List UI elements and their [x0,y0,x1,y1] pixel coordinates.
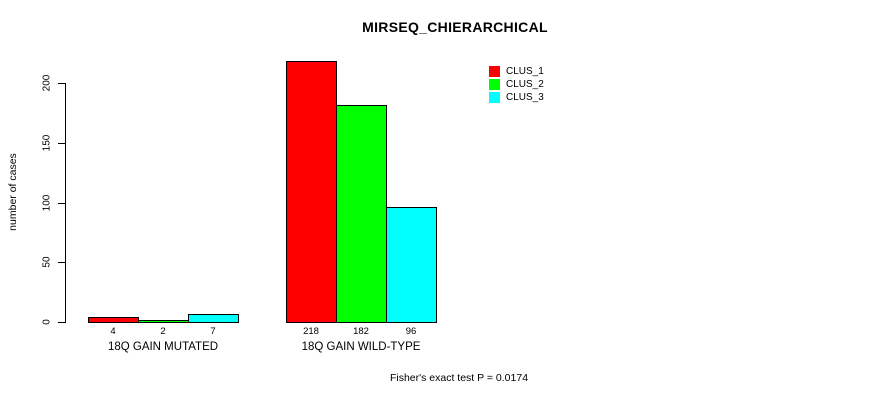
bar-clus_2-2 [336,105,387,323]
chart-title: MIRSEQ_CHIERARCHICAL [362,19,548,35]
bar-value-label: 7 [210,326,216,337]
bar-clus_1-1 [88,317,139,323]
y-tick-label: 50 [41,256,53,268]
y-axis-line [65,83,66,323]
legend-item-clus_3: CLUS_3 [489,91,544,104]
bar-value-label: 218 [303,326,319,337]
legend-swatch-icon [489,79,500,90]
x-group-label: 18Q GAIN MUTATED [107,341,219,353]
bar-clus_2-1 [138,320,189,323]
bar-value-label: 96 [405,326,417,337]
x-group-label: 18Q GAIN WILD-TYPE [301,341,421,353]
y-tick-label: 150 [41,134,53,152]
legend-label: CLUS_3 [506,92,544,103]
bar-value-label: 4 [110,326,116,337]
legend-swatch-icon [489,92,500,103]
y-tick-mark [58,82,65,84]
y-tick-mark [58,261,65,263]
statistical-annotation: Fisher's exact test P = 0.0174 [389,372,529,384]
y-tick-label: 0 [41,319,53,325]
y-tick-mark [58,321,65,323]
legend-item-clus_2: CLUS_2 [489,78,544,91]
y-tick-label: 200 [41,74,53,92]
y-tick-label: 100 [41,194,53,211]
legend-item-clus_1: CLUS_1 [489,65,544,78]
legend-swatch-icon [489,66,500,77]
legend-label: CLUS_2 [506,79,544,90]
bar-clus_1-2 [286,61,337,323]
bar-clus_3-1 [188,314,239,323]
bar-clus_3-2 [386,207,437,323]
bar-value-label: 182 [353,326,369,337]
y-axis-title: number of cases [7,153,19,231]
legend-label: CLUS_1 [506,66,544,77]
y-tick-mark [58,142,65,144]
y-tick-mark [58,202,65,204]
legend: CLUS_1 CLUS_2 CLUS_3 [489,65,544,104]
bar-value-label: 2 [160,326,166,337]
